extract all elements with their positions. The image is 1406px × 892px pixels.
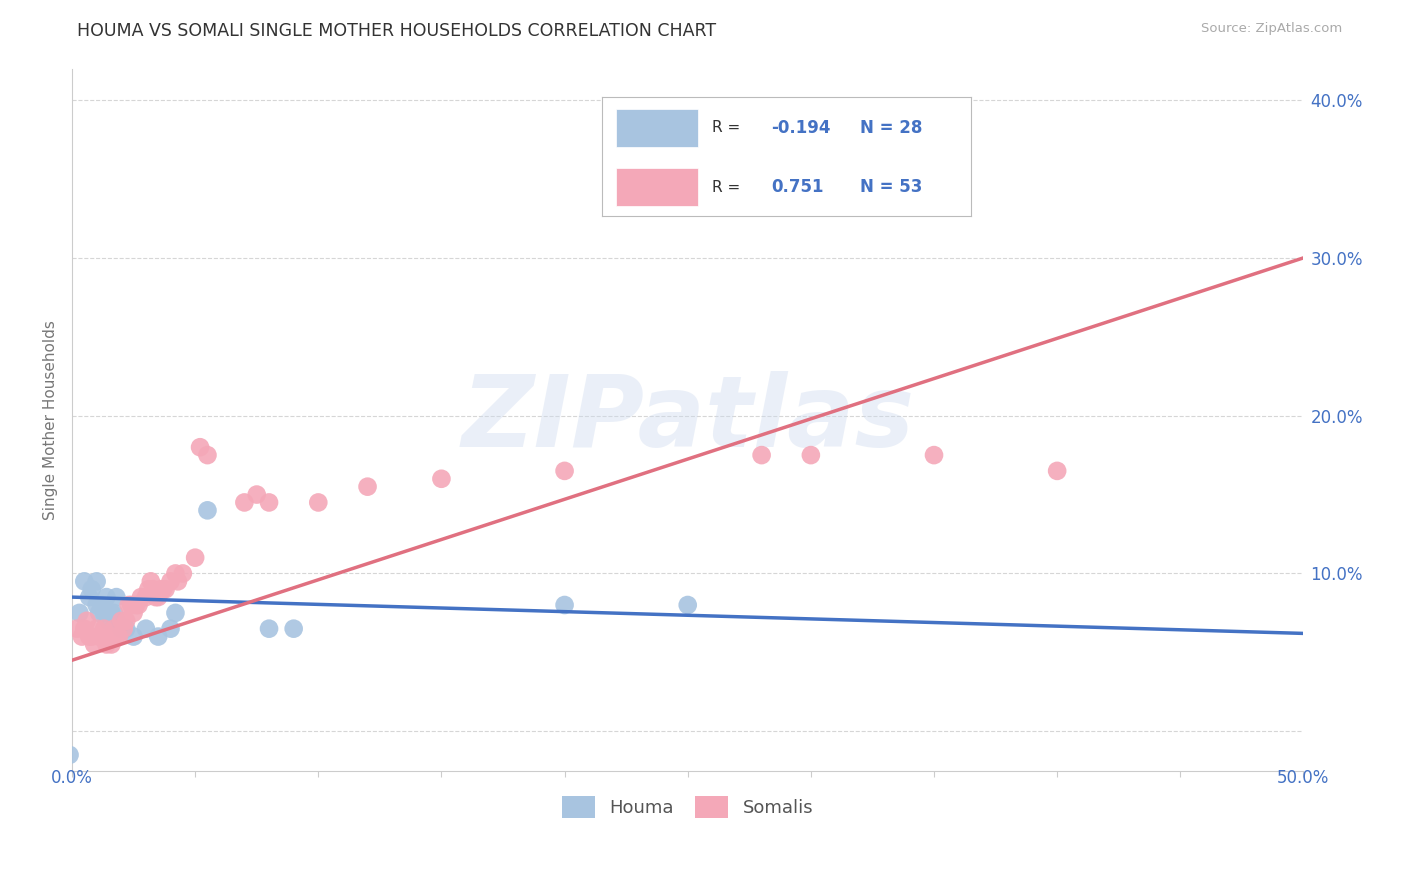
Point	[142, 582, 165, 597]
Point	[100, 637, 122, 651]
Point	[165, 566, 187, 581]
Point	[86, 574, 108, 589]
Point	[135, 590, 157, 604]
Point	[83, 637, 105, 651]
Text: 0.0%: 0.0%	[51, 769, 93, 788]
Text: Source: ZipAtlas.com: Source: ZipAtlas.com	[1202, 22, 1343, 36]
Point	[103, 622, 125, 636]
Point	[197, 503, 219, 517]
Point	[233, 495, 256, 509]
Point	[307, 495, 329, 509]
Point	[110, 622, 132, 636]
Point	[145, 590, 167, 604]
Point	[105, 630, 128, 644]
Text: HOUMA VS SOMALI SINGLE MOTHER HOUSEHOLDS CORRELATION CHART: HOUMA VS SOMALI SINGLE MOTHER HOUSEHOLDS…	[77, 22, 717, 40]
Point	[356, 480, 378, 494]
Point	[1046, 464, 1069, 478]
Point	[122, 630, 145, 644]
Point	[129, 590, 152, 604]
Point	[257, 495, 280, 509]
Point	[197, 448, 219, 462]
Point	[122, 606, 145, 620]
Point	[165, 606, 187, 620]
Point	[73, 574, 96, 589]
Point	[105, 614, 128, 628]
Point	[138, 582, 160, 597]
Point	[430, 472, 453, 486]
Point	[149, 582, 172, 597]
Point	[152, 582, 174, 597]
Point	[115, 622, 138, 636]
Point	[554, 598, 576, 612]
Point	[67, 606, 90, 620]
Point	[80, 582, 103, 597]
Point	[112, 622, 135, 636]
Text: 50.0%: 50.0%	[1277, 769, 1330, 788]
Point	[118, 598, 141, 612]
Point	[676, 598, 699, 612]
Text: ZIPatlas: ZIPatlas	[461, 371, 914, 468]
Point	[76, 614, 98, 628]
Point	[86, 598, 108, 612]
Point	[135, 622, 157, 636]
Point	[751, 448, 773, 462]
Point	[148, 630, 170, 644]
Point	[103, 606, 125, 620]
Point	[93, 622, 115, 636]
Point	[148, 590, 170, 604]
Point	[257, 622, 280, 636]
Point	[97, 614, 120, 628]
Point	[70, 630, 93, 644]
Point	[80, 630, 103, 644]
Point	[283, 622, 305, 636]
Point	[246, 487, 269, 501]
Point	[58, 747, 80, 762]
Point	[93, 606, 115, 620]
Point	[77, 590, 100, 604]
Point	[128, 598, 150, 612]
Y-axis label: Single Mother Households: Single Mother Households	[44, 319, 58, 519]
Point	[86, 622, 108, 636]
Point	[100, 606, 122, 620]
Point	[96, 637, 118, 651]
Point	[110, 614, 132, 628]
Point	[167, 574, 190, 589]
Point	[87, 630, 110, 644]
Point	[922, 448, 945, 462]
Point	[188, 440, 211, 454]
Point	[800, 448, 823, 462]
Point	[90, 598, 112, 612]
Point	[73, 622, 96, 636]
Point	[155, 582, 177, 597]
Point	[97, 630, 120, 644]
Point	[159, 574, 181, 589]
Point	[554, 464, 576, 478]
Point	[96, 590, 118, 604]
Point	[139, 574, 162, 589]
Point	[172, 566, 194, 581]
Point	[159, 622, 181, 636]
Point	[105, 590, 128, 604]
Point	[90, 630, 112, 644]
Point	[77, 630, 100, 644]
Legend: Houma, Somalis: Houma, Somalis	[555, 789, 820, 825]
Point	[120, 598, 142, 612]
Point	[125, 598, 148, 612]
Point	[107, 630, 129, 644]
Point	[115, 614, 138, 628]
Point	[87, 606, 110, 620]
Point	[184, 550, 207, 565]
Point	[66, 622, 89, 636]
